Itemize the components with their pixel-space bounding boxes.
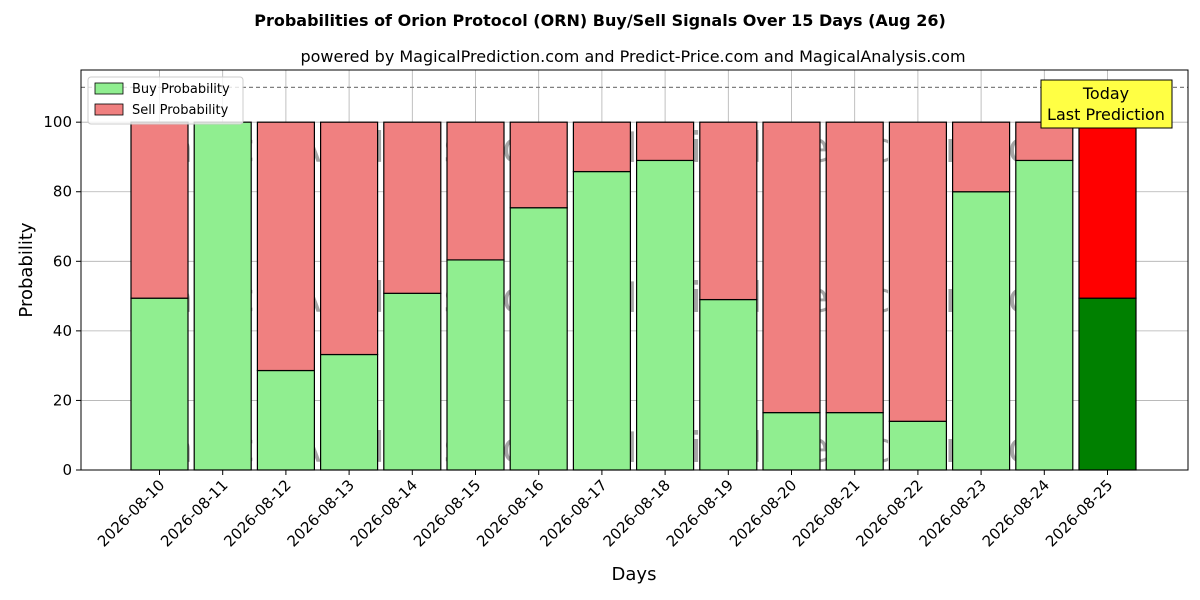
bar-buy-2026-08-12 xyxy=(256,369,315,471)
bar-sell-2026-08-16 xyxy=(509,121,568,209)
legend-label-sell: Sell Probability xyxy=(132,103,229,118)
chart-subtitle: powered by MagicalPrediction.com and Pre… xyxy=(300,47,965,66)
bar-sell-2026-08-23 xyxy=(951,121,1011,193)
bar-sell-2026-08-22 xyxy=(888,121,948,422)
legend-label-buy: Buy Probability xyxy=(132,82,230,97)
x-tick-label: 2026-08-20 xyxy=(726,476,800,550)
y-tick-label: 20 xyxy=(53,391,72,409)
x-tick-label: 2026-08-14 xyxy=(347,476,421,550)
y-ticks: 0 20 40 60 80 100 xyxy=(43,113,81,479)
bar-sell-2026-08-19 xyxy=(699,121,758,301)
x-tick-label: 2026-08-10 xyxy=(94,476,168,550)
legend-box xyxy=(87,76,244,125)
x-tick-label: 2026-08-16 xyxy=(473,476,547,550)
bar-buy-2026-08-23 xyxy=(951,191,1011,471)
x-tick-label: 2026-08-25 xyxy=(1042,476,1116,550)
bar-buy-2026-08-14 xyxy=(383,292,442,471)
x-tick-label: 2026-08-18 xyxy=(600,476,674,550)
bar-sell-2026-08-17 xyxy=(572,121,632,173)
bar-buy-2026-08-22 xyxy=(888,420,948,471)
bar-sell-2026-08-12 xyxy=(256,121,315,372)
chart-title: Probabilities of Orion Protocol (ORN) Bu… xyxy=(254,11,946,30)
legend: Buy Probability Sell Probability xyxy=(87,76,244,125)
x-tick-label: 2026-08-13 xyxy=(284,476,358,550)
annotation-box xyxy=(1040,79,1173,129)
y-axis-label: Probability xyxy=(16,222,37,317)
y-tick-label: 60 xyxy=(53,252,72,270)
x-tick-label: 2026-08-21 xyxy=(789,476,863,550)
bar-sell-2026-08-10 xyxy=(130,121,189,299)
annotation-line2: Last Prediction xyxy=(1047,105,1165,124)
bar-buy-2026-08-11 xyxy=(193,121,252,471)
bar-buy-2026-08-24 xyxy=(1015,159,1074,471)
annotation-line1: Today xyxy=(1082,84,1129,103)
x-tick-label: 2026-08-15 xyxy=(410,476,484,550)
bar-buy-2026-08-25 xyxy=(1078,297,1137,471)
bar-sell-2026-08-25 xyxy=(1078,121,1137,299)
legend-swatch-buy xyxy=(94,82,124,95)
bar-buy-2026-08-10 xyxy=(130,297,189,471)
bar-buy-2026-08-20 xyxy=(762,412,821,471)
x-tick-label: 2026-08-12 xyxy=(220,476,294,550)
bar-buy-2026-08-21 xyxy=(825,412,884,471)
x-tick-label: 2026-08-17 xyxy=(536,476,610,550)
y-tick-label: 80 xyxy=(53,183,72,201)
legend-swatch-sell xyxy=(94,103,124,116)
bar-sell-2026-08-21 xyxy=(825,121,884,414)
bar-buy-2026-08-19 xyxy=(699,298,758,471)
y-tick-label: 0 xyxy=(62,461,72,479)
today-annotation: Today Last Prediction xyxy=(1040,79,1173,129)
bar-sell-2026-08-13 xyxy=(320,121,379,356)
x-tick-label: 2026-08-24 xyxy=(979,476,1053,550)
bar-sell-2026-08-15 xyxy=(446,121,505,261)
bar-buy-2026-08-15 xyxy=(446,259,505,471)
bar-buy-2026-08-17 xyxy=(572,170,632,471)
bar-sell-2026-08-14 xyxy=(383,121,442,294)
plot-frame xyxy=(80,69,1189,471)
x-tick-label: 2026-08-11 xyxy=(157,476,231,550)
x-ticks: 2026-08-102026-08-112026-08-122026-08-13… xyxy=(94,470,1116,550)
x-tick-label: 2026-08-22 xyxy=(852,476,926,550)
y-tick-label: 40 xyxy=(53,322,72,340)
x-tick-label: 2026-08-23 xyxy=(916,476,990,550)
bar-buy-2026-08-18 xyxy=(635,159,695,471)
bar-buy-2026-08-13 xyxy=(320,353,379,471)
x-tick-label: 2026-08-19 xyxy=(663,476,737,550)
bars xyxy=(130,121,1137,471)
x-axis-label: Days xyxy=(612,564,657,585)
bar-sell-2026-08-18 xyxy=(635,121,695,162)
y-tick-label: 100 xyxy=(43,113,72,131)
bar-sell-2026-08-20 xyxy=(762,121,821,414)
bar-buy-2026-08-16 xyxy=(509,207,568,471)
